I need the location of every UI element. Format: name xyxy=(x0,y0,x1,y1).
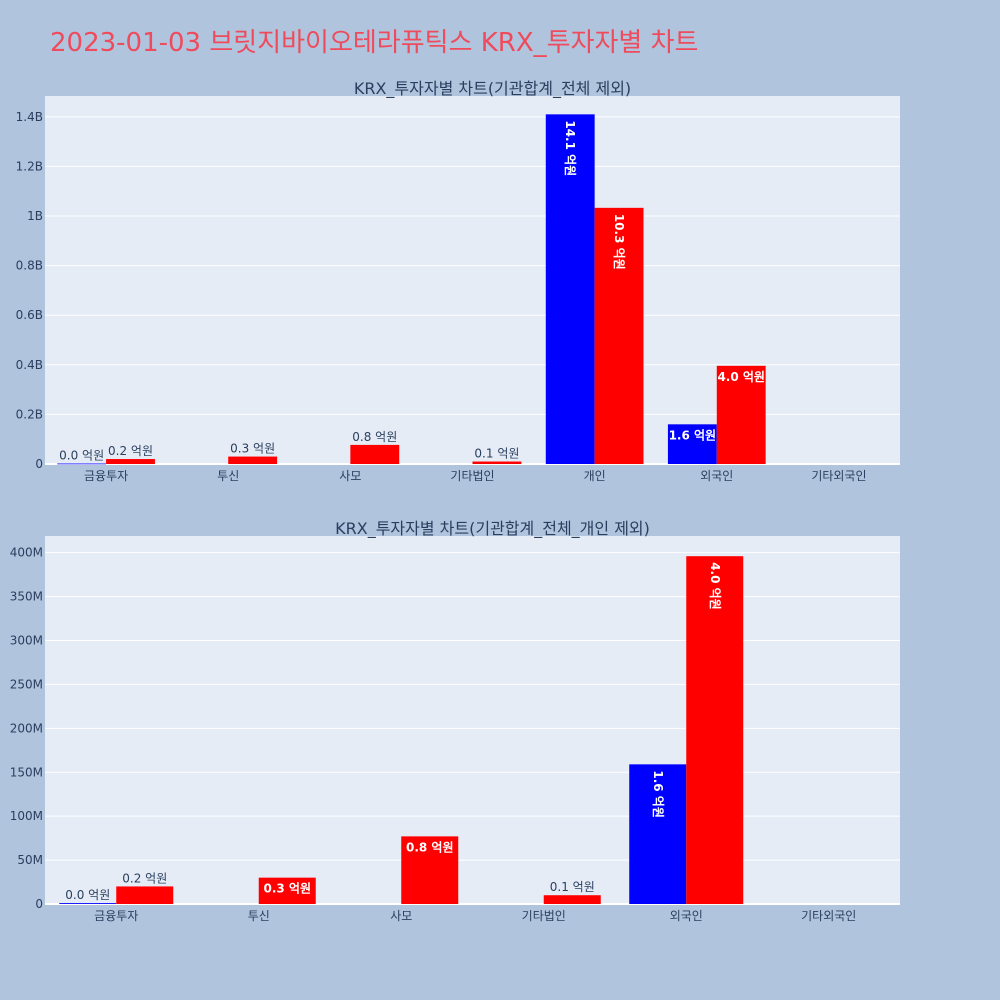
y-tick-label: 0 xyxy=(35,897,43,911)
chart-title: KRX_투자자별 차트(기관합계_전체_개인 제외) xyxy=(335,519,650,539)
y-tick-label: 400M xyxy=(10,546,43,560)
bar xyxy=(545,114,595,464)
bar xyxy=(543,895,601,904)
x-tick-label: 투신 xyxy=(248,909,270,923)
bar-label: 0.1 억원 xyxy=(474,447,519,461)
y-tick-label: 0 xyxy=(35,457,43,471)
x-tick-label: 외국인 xyxy=(700,469,733,483)
bar-label: 14.1 억원 xyxy=(563,120,577,176)
x-tick-label: 기타법인 xyxy=(522,909,566,923)
y-tick-label: 350M xyxy=(10,590,43,604)
bar-label: 10.3 억원 xyxy=(612,214,626,270)
bar-label: 4.0 억원 xyxy=(717,370,765,384)
y-tick-label: 1.2B xyxy=(16,159,43,173)
x-tick-label: 기타외국인 xyxy=(801,909,856,923)
bar-label: 0.8 억원 xyxy=(352,430,397,444)
y-tick-label: 100M xyxy=(10,809,43,823)
y-tick-label: 1B xyxy=(27,209,43,223)
x-tick-label: 개인 xyxy=(584,469,606,483)
bar-label: 1.6 억원 xyxy=(651,770,665,818)
x-tick-label: 외국인 xyxy=(670,909,703,923)
x-tick-label: 기타외국인 xyxy=(811,469,866,483)
bar xyxy=(686,556,744,904)
x-tick-label: 사모 xyxy=(390,909,412,923)
y-tick-label: 0.2B xyxy=(16,407,43,421)
y-tick-label: 50M xyxy=(17,853,43,867)
bar xyxy=(716,365,766,464)
bar xyxy=(57,463,107,465)
bar xyxy=(594,207,644,465)
bar xyxy=(401,836,459,904)
bar xyxy=(350,444,400,464)
bar-label: 0.8 억원 xyxy=(406,840,454,854)
bar-label: 1.6 억원 xyxy=(669,428,717,442)
y-tick-label: 200M xyxy=(10,721,43,735)
x-tick-label: 금융투자 xyxy=(94,909,138,923)
y-tick-label: 0.8B xyxy=(16,259,43,273)
plot-area xyxy=(45,96,900,464)
bar-label: 4.0 억원 xyxy=(708,562,722,610)
bar-label: 0.2 억원 xyxy=(108,444,153,458)
x-tick-label: 기타법인 xyxy=(450,469,494,483)
bar-label: 0.0 억원 xyxy=(65,888,110,902)
y-tick-label: 0.6B xyxy=(16,308,43,322)
chart-investor-excl-institution: KRX_투자자별 차트(기관합계_전체 제외) 0 0.2B 0.4B 0.6B 0.8B… xyxy=(16,79,900,483)
bar xyxy=(258,877,316,904)
bar xyxy=(228,456,278,464)
page-title: 2023-01-03 브릿지바이오테라퓨틱스 KRX_투자자별 차트 xyxy=(50,28,699,58)
bar-label: 0.2 억원 xyxy=(122,871,167,885)
y-tick-label: 0.4B xyxy=(16,358,43,372)
bar-label: 0.3 억원 xyxy=(230,442,275,456)
bar xyxy=(629,764,687,904)
x-tick-label: 사모 xyxy=(339,469,361,483)
y-tick-label: 150M xyxy=(10,765,43,779)
bar xyxy=(106,459,155,464)
bar-label: 0.1 억원 xyxy=(550,880,595,894)
bar xyxy=(116,886,174,904)
bar xyxy=(667,424,717,464)
y-tick-label: 250M xyxy=(10,677,43,691)
bar xyxy=(472,461,522,464)
y-tick-label: 300M xyxy=(10,634,43,648)
plot-area xyxy=(45,536,900,904)
chart-investor-excl-institution-individual: KRX_투자자별 차트(기관합계_전체_개인 제외) 0 50M 100M 150M 20… xyxy=(10,519,900,923)
x-tick-label: 금융투자 xyxy=(84,469,128,483)
bar-label: 0.0 억원 xyxy=(59,449,104,463)
bar xyxy=(59,903,117,904)
chart-title: KRX_투자자별 차트(기관합계_전체 제외) xyxy=(354,79,631,99)
x-tick-label: 투신 xyxy=(217,469,239,483)
bar-label: 0.3 억원 xyxy=(263,882,311,896)
y-tick-label: 1.4B xyxy=(16,110,43,124)
